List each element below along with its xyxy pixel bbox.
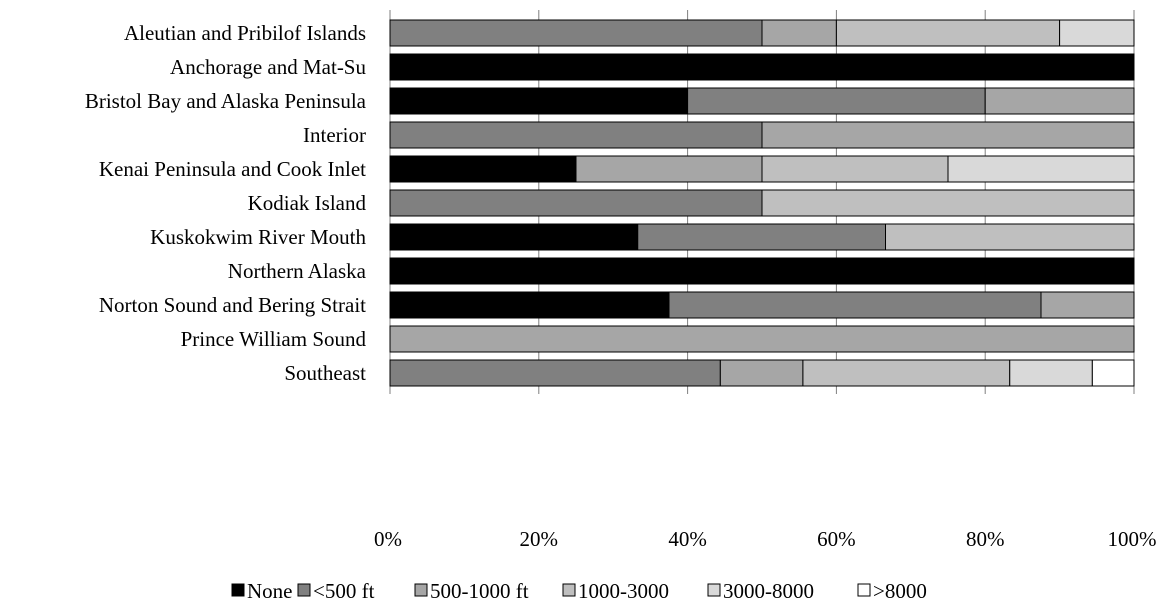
bar-segment-lt-500-ft xyxy=(637,223,887,251)
legend-swatch xyxy=(857,583,871,597)
legend: None <500 ft 500-1000 ft 1000-3000 3000-8000… xyxy=(231,579,927,603)
bar-segment-lt-500-ft xyxy=(389,19,763,47)
bar-segment-none xyxy=(389,53,1135,81)
bar-row-aleutian-and-pribilof-islands xyxy=(389,19,1135,47)
value-axis-tick-labels: 0% 20% 40% 60% 80% 100% xyxy=(374,527,1157,551)
category-label: Anchorage and Mat-Su xyxy=(170,55,366,79)
bar-segment-lt-500-ft xyxy=(668,291,1042,319)
bar-segment-lt-500-ft xyxy=(389,121,763,149)
x-tick-label: 60% xyxy=(817,527,856,551)
bar-row-kuskokwim-river-mouth xyxy=(389,223,1135,251)
legend-item: 500-1000 ft xyxy=(414,579,529,603)
bar-segment-1000-3000 xyxy=(761,189,1135,217)
x-tick-label: 40% xyxy=(668,527,707,551)
category-label: Prince William Sound xyxy=(181,327,367,351)
category-label: Kodiak Island xyxy=(248,191,367,215)
bar-segment-1000-3000 xyxy=(802,359,1011,387)
bar-segment-none xyxy=(389,257,1135,285)
bar-row-kenai-peninsula-and-cook-inlet xyxy=(389,155,1135,183)
bar-segment-500-1000-ft xyxy=(1040,291,1135,319)
legend-item: 1000-3000 xyxy=(562,579,669,603)
category-label: Southeast xyxy=(284,361,366,385)
legend-label: 500-1000 ft xyxy=(430,579,529,603)
legend-swatch xyxy=(297,583,311,597)
legend-item: 3000-8000 xyxy=(707,579,814,603)
bar-row-kodiak-island xyxy=(389,189,1135,217)
bar-segment-lt-500-ft xyxy=(389,359,721,387)
legend-swatch xyxy=(707,583,721,597)
bar-row-interior xyxy=(389,121,1135,149)
bar-row-bristol-bay-and-alaska-peninsula xyxy=(389,87,1135,115)
legend-label: 1000-3000 xyxy=(578,579,669,603)
category-label: Kenai Peninsula and Cook Inlet xyxy=(99,157,366,181)
bar-segment-1000-3000 xyxy=(835,19,1061,47)
bar-segment-none xyxy=(389,87,689,115)
legend-swatch xyxy=(414,583,428,597)
category-label: Kuskokwim River Mouth xyxy=(150,225,366,249)
bar-segment-gt-8000 xyxy=(1091,359,1135,387)
x-tick-label: 80% xyxy=(966,527,1005,551)
category-label: Northern Alaska xyxy=(228,259,367,283)
bar-segment-3000-8000 xyxy=(1059,19,1135,47)
legend-item: None xyxy=(231,579,293,603)
bar-segment-500-1000-ft xyxy=(719,359,804,387)
x-tick-label: 100% xyxy=(1108,527,1157,551)
bar-row-northern-alaska xyxy=(389,257,1135,285)
bar-row-norton-sound-and-bering-strait xyxy=(389,291,1135,319)
category-label: Norton Sound and Bering Strait xyxy=(99,293,366,317)
bar-segment-500-1000-ft xyxy=(761,121,1135,149)
legend-label: 3000-8000 xyxy=(723,579,814,603)
bar-area xyxy=(389,19,1135,387)
category-label: Aleutian and Pribilof Islands xyxy=(124,21,366,45)
legend-item: <500 ft xyxy=(297,579,375,603)
bar-segment-500-1000-ft xyxy=(984,87,1135,115)
bar-segment-lt-500-ft xyxy=(389,189,763,217)
bar-row-southeast xyxy=(389,359,1135,387)
legend-item: >8000 xyxy=(857,579,927,603)
category-axis-labels: Aleutian and Pribilof Islands Anchorage a… xyxy=(85,21,367,385)
bar-segment-500-1000-ft xyxy=(389,325,1135,353)
x-tick-label: 0% xyxy=(374,527,402,551)
legend-label: None xyxy=(247,579,293,603)
bar-row-anchorage-and-mat-su xyxy=(389,53,1135,81)
bar-segment-1000-3000 xyxy=(885,223,1135,251)
legend-label: <500 ft xyxy=(313,579,375,603)
bar-row-prince-william-sound xyxy=(389,325,1135,353)
bar-segment-500-1000-ft xyxy=(575,155,763,183)
legend-swatch xyxy=(231,583,245,597)
bar-segment-lt-500-ft xyxy=(687,87,986,115)
bar-segment-3000-8000 xyxy=(1009,359,1093,387)
legend-label: >8000 xyxy=(873,579,927,603)
bar-segment-none xyxy=(389,291,670,319)
category-label: Bristol Bay and Alaska Peninsula xyxy=(85,89,367,113)
bar-segment-500-1000-ft xyxy=(761,19,837,47)
bar-segment-none xyxy=(389,155,577,183)
category-label: Interior xyxy=(303,123,366,147)
bar-segment-none xyxy=(389,223,639,251)
legend-swatch xyxy=(562,583,576,597)
bar-segment-1000-3000 xyxy=(761,155,949,183)
x-tick-label: 20% xyxy=(520,527,559,551)
bar-segment-3000-8000 xyxy=(947,155,1135,183)
